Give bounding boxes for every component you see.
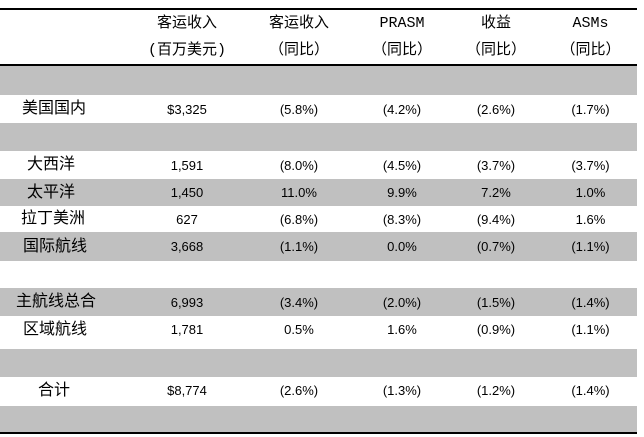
table-top-border (0, 8, 637, 10)
column-header-yield-yoy: 收益 （同比） (448, 10, 544, 64)
column-header-line1: 收益 (480, 15, 511, 32)
cell-revenue-yoy: (6.8%) (279, 211, 319, 227)
cell-asms-yoy: (1.4%) (571, 383, 610, 398)
column-header-passenger-revenue: 客运收入 (百万美元) (132, 10, 242, 64)
column-header-line2: （同比） (465, 42, 526, 59)
column-header-asms-yoy: ASMs （同比） (544, 10, 637, 64)
row-label: 大西洋 (27, 156, 76, 173)
cell-prasm-yoy: 9.9% (387, 185, 417, 200)
cell-revenue: 627 (176, 211, 198, 227)
table-bottom-border (0, 432, 637, 434)
column-header-line2: （同比） (371, 42, 432, 59)
column-header-passenger-revenue-yoy: 客运收入 （同比） (242, 10, 356, 64)
cell-yield-yoy: (1.2%) (476, 383, 516, 398)
cell-revenue-yoy: (5.8%) (279, 101, 319, 117)
row-mainline-total: 主航线总合 6,993 (3.4%) (2.0%) (1.5%) (1.4%) (0, 288, 637, 316)
cell-prasm-yoy: (2.0%) (382, 294, 422, 310)
row-us-domestic: 美国国内 $3,325 (5.8%) (4.2%) (2.6%) (1.7%) (0, 95, 637, 123)
row-label: 区域航线 (23, 320, 88, 338)
cell-prasm-yoy: (8.3%) (382, 211, 422, 227)
spacer-row (0, 343, 637, 349)
cell-yield-yoy: (0.7%) (476, 239, 516, 254)
cell-yield-yoy: (2.6%) (476, 101, 516, 117)
cell-asms-yoy: (1.1%) (571, 322, 610, 337)
cell-yield-yoy: 7.2% (481, 185, 511, 200)
cell-revenue-yoy: (8.0%) (279, 157, 319, 173)
cell-asms-yoy: 1.0% (575, 185, 606, 200)
row-label: 太平洋 (27, 183, 76, 201)
separator-band (0, 349, 637, 377)
cell-revenue-yoy: (3.4%) (279, 294, 319, 310)
cell-revenue: $8,774 (167, 383, 207, 398)
cell-revenue-yoy: (1.1%) (279, 239, 319, 254)
column-header-line1: ASMs (572, 15, 609, 32)
cell-prasm-yoy: 1.6% (387, 322, 417, 337)
cell-yield-yoy: (9.4%) (476, 211, 516, 227)
corner-blank-cell (0, 10, 132, 64)
row-atlantic: 大西洋 1,591 (8.0%) (4.5%) (3.7%) (3.7%) (0, 151, 637, 179)
cell-revenue: 6,993 (170, 294, 204, 310)
row-total: 合计 $8,774 (2.6%) (1.3%) (1.2%) (1.4%) (0, 377, 637, 404)
cell-revenue: 1,781 (170, 322, 204, 337)
cell-asms-yoy: 1.6% (575, 211, 606, 227)
cell-revenue: 1,450 (170, 185, 204, 200)
row-label: 美国国内 (22, 100, 87, 117)
cell-asms-yoy: (1.4%) (571, 294, 610, 310)
cell-yield-yoy: (1.5%) (476, 294, 516, 310)
column-header-prasm-yoy: PRASM （同比） (356, 10, 448, 64)
separator-band (0, 123, 637, 151)
cell-yield-yoy: (0.9%) (476, 322, 516, 337)
column-header-line1: 客运收入 (156, 15, 217, 32)
row-latin-america: 拉丁美洲 627 (6.8%) (8.3%) (9.4%) 1.6% (0, 206, 637, 232)
row-label: 合计 (38, 381, 71, 399)
cell-revenue-yoy: 11.0% (281, 185, 317, 200)
cell-revenue: 1,591 (170, 157, 204, 173)
cell-yield-yoy: (3.7%) (476, 157, 516, 173)
column-header-line1: PRASM (379, 15, 425, 32)
cell-revenue-yoy: (2.6%) (279, 383, 319, 398)
cell-asms-yoy: (1.1%) (571, 239, 610, 254)
header-bottom-border (0, 64, 637, 66)
cell-prasm-yoy: 0.0% (387, 239, 417, 254)
cell-revenue-yoy: 0.5% (284, 322, 314, 337)
row-pacific: 太平洋 1,450 11.0% 9.9% 7.2% 1.0% (0, 179, 637, 206)
column-header-line2: （同比） (560, 42, 621, 59)
table-header-row: 客运收入 (百万美元) 客运收入 （同比） PRASM （同比） 收益 （同比）… (0, 10, 637, 64)
row-label: 主航线总合 (16, 293, 97, 310)
cell-prasm-yoy: (1.3%) (382, 383, 422, 398)
cell-revenue: $3,325 (167, 101, 207, 117)
row-regional: 区域航线 1,781 0.5% 1.6% (0.9%) (1.1%) (0, 316, 637, 343)
cell-prasm-yoy: (4.5%) (382, 157, 422, 173)
spacer-row (0, 261, 637, 288)
row-label: 国际航线 (23, 237, 88, 255)
spacer-row (0, 404, 637, 406)
column-header-line2: (百万美元) (147, 42, 226, 59)
cell-prasm-yoy: (4.2%) (382, 101, 422, 117)
column-header-line1: 客运收入 (268, 15, 329, 32)
column-header-line2: （同比） (268, 42, 329, 59)
cell-revenue: 3,668 (170, 239, 204, 254)
cell-asms-yoy: (1.7%) (571, 101, 610, 117)
row-international: 国际航线 3,668 (1.1%) 0.0% (0.7%) (1.1%) (0, 232, 637, 261)
separator-band (0, 66, 637, 95)
separator-band (0, 406, 637, 432)
cell-asms-yoy: (3.7%) (571, 157, 610, 173)
row-label: 拉丁美洲 (21, 210, 86, 227)
